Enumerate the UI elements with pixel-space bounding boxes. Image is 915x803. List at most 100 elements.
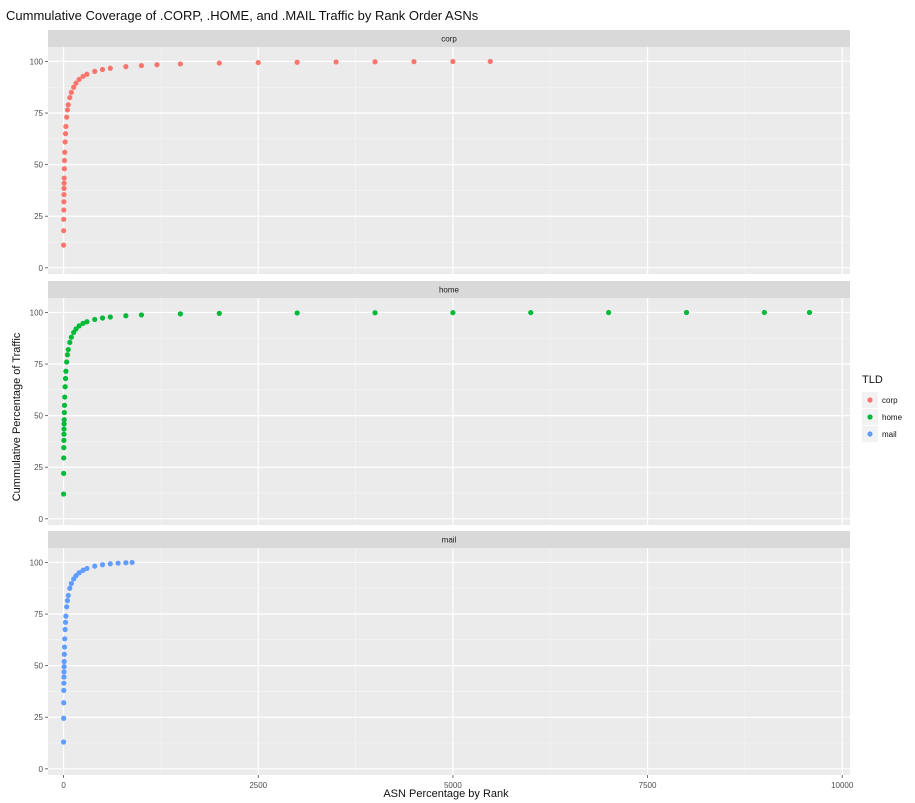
legend-swatch-home [867,414,873,420]
legend-swatch-corp [867,397,873,403]
y-tick-label: 25 [34,713,43,722]
data-point [76,570,82,576]
legend-title: TLD [862,374,883,386]
data-point [372,310,378,316]
data-point [62,149,68,155]
data-point [138,62,145,69]
facet-panel-mail: mail 0 25 50 75 100 0 2500 5000 7500 10000 [30,531,854,790]
data-point [99,66,106,73]
data-point [64,604,70,610]
panel-background [48,298,850,525]
y-axis-title: Cummulative Percentage of Traffic [11,332,23,501]
data-point [294,310,300,316]
data-point [61,658,67,665]
data-point [62,626,68,633]
y-tick-label: 0 [39,515,44,524]
data-point [65,102,71,108]
data-point [61,421,67,427]
data-point [62,139,68,145]
data-point [67,94,73,101]
data-point [216,60,222,66]
data-point [107,314,113,320]
data-point [61,431,67,437]
data-point [62,375,69,382]
data-point [76,323,82,329]
data-point [154,62,160,68]
data-point [62,619,69,625]
data-point [65,592,71,599]
legend-label: corp [882,396,898,405]
data-point [62,394,68,400]
data-point [64,114,70,120]
data-point [64,598,71,604]
data-point [61,644,68,650]
facet-panel-corp: corp 0 25 50 75 100 [30,30,850,274]
data-point [60,242,67,248]
legend-label: home [882,413,903,422]
data-point [64,352,71,358]
data-point [61,216,67,222]
data-point [67,339,73,345]
data-point [294,59,300,65]
y-tick-label: 0 [39,765,44,774]
data-point [255,59,261,66]
data-point [450,310,456,316]
y-tick-label: 75 [34,610,43,619]
y-tick-label: 100 [30,308,44,317]
data-point [61,191,67,198]
x-tick-label: 10000 [831,781,854,790]
data-point [61,455,67,461]
y-tick-label: 100 [30,57,44,66]
facet-strip-label: mail [442,536,457,545]
data-point [67,585,73,591]
data-point [411,59,417,65]
data-point [84,71,90,77]
data-point [61,680,67,686]
data-point [76,76,82,82]
data-point [177,311,183,317]
data-point [63,368,69,374]
data-point [61,402,68,408]
data-point [61,669,67,675]
y-tick-label: 50 [34,662,43,671]
facet-strip [48,531,850,548]
data-point [61,470,67,477]
facet-strip-label: corp [441,35,457,44]
data-point [61,687,67,693]
data-point [61,180,67,186]
chart-title: Cummulative Coverage of .CORP, .HOME, an… [6,8,479,23]
data-point [65,346,71,353]
data-point [61,166,67,172]
facet-strip [48,281,850,298]
data-point [61,199,67,205]
x-tick-label: 5000 [444,781,462,790]
x-tick-label: 0 [61,781,66,790]
data-point [99,315,106,321]
data-point [64,107,71,113]
y-tick-label: 50 [34,161,43,170]
data-point [92,68,98,74]
data-point [61,157,68,164]
data-point [61,417,67,423]
data-point [216,310,222,316]
x-tick-label: 7500 [639,781,657,790]
x-tick-label: 2500 [249,781,267,790]
data-point [761,309,767,316]
y-tick-label: 75 [34,360,43,369]
data-point [64,359,70,365]
data-point [92,563,98,569]
data-point [129,559,135,566]
data-point [62,636,68,642]
data-point [606,309,612,316]
data-point [61,175,67,181]
data-point [123,64,129,70]
data-point [107,65,113,71]
data-point [123,560,129,566]
legend: TLD corp home mail [862,374,903,442]
data-point [63,123,69,130]
legend-items: corp home mail [862,392,903,442]
data-point [61,437,67,443]
data-point [84,565,90,572]
y-tick-label: 100 [30,558,44,567]
